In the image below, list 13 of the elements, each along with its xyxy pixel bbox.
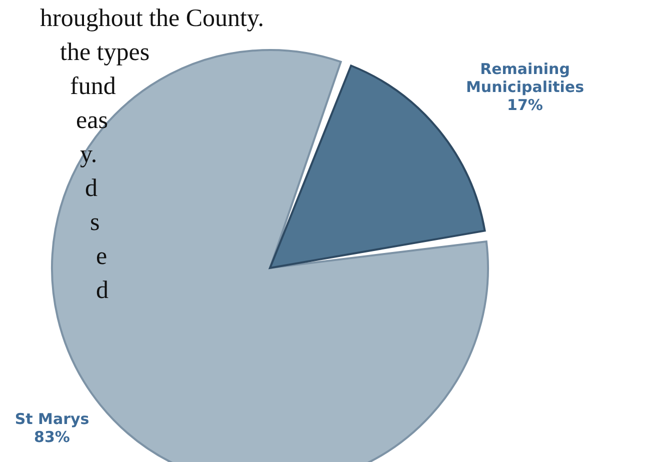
text: fund [70,73,116,100]
text: the types [60,39,150,66]
text: s [90,209,100,236]
text: hroughout the County. [40,5,264,32]
text: eas [76,107,108,134]
text: y. [80,141,98,168]
text: e [96,243,108,270]
text: d [96,277,108,304]
slice-label: St Marys [14,410,90,428]
text: d [85,175,98,202]
data-label: 83% [34,428,70,446]
data-label: 17% [507,96,543,114]
slice-label: Remaining Municipalities [466,60,584,96]
